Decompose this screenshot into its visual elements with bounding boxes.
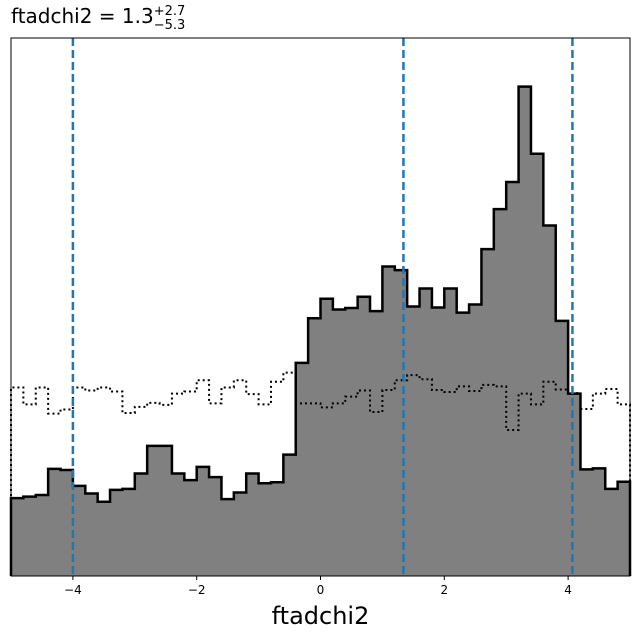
title-upper-error: +2.7 xyxy=(154,4,186,19)
x-tick-label: 4 xyxy=(564,583,572,597)
x-tick-label: −2 xyxy=(188,583,206,597)
title-param: ftadchi2 xyxy=(11,4,92,28)
title-lower-error: −5.3 xyxy=(154,18,186,33)
x-tick-label: −4 xyxy=(64,583,82,597)
filled-histogram-outline xyxy=(9,85,632,576)
quantile-lines xyxy=(71,38,574,576)
filled-histogram-series xyxy=(9,85,632,577)
x-tick-label: 0 xyxy=(317,583,325,597)
x-axis-label: ftadchi2 xyxy=(272,602,370,630)
filled-histogram-area xyxy=(11,86,630,577)
x-tick-label: 2 xyxy=(440,583,448,597)
chart-title: ftadchi2 = 1.3+2.7 −5.3 xyxy=(11,4,185,33)
title-equals: = xyxy=(92,4,121,28)
title-median: 1.3 xyxy=(122,4,154,28)
x-axis-ticks: −4 −2 0 2 4 xyxy=(64,576,572,597)
